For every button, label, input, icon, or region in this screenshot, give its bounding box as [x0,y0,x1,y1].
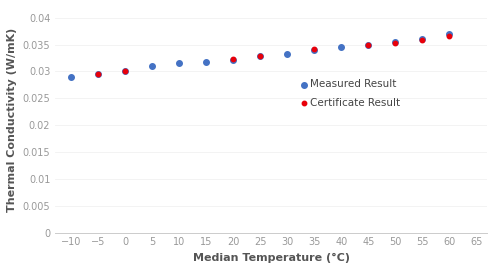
Certificate Result [364,42,372,47]
Measured Result [148,64,156,68]
Legend: Measured Result, Certificate Result: Measured Result, Certificate Result [298,75,405,112]
Measured Result [445,32,453,36]
X-axis label: Median Temperature (°C): Median Temperature (°C) [193,253,350,263]
Measured Result [418,37,426,41]
Measured Result [310,48,318,52]
Certificate Result [445,34,453,39]
Y-axis label: Thermal Conductivity (W/mK): Thermal Conductivity (W/mK) [7,28,17,212]
Measured Result [284,52,291,56]
Measured Result [203,60,210,64]
Certificate Result [256,54,264,59]
Measured Result [391,40,399,44]
Measured Result [94,72,102,76]
Certificate Result [122,69,129,73]
Certificate Result [229,57,237,61]
Certificate Result [391,41,399,46]
Certificate Result [310,47,318,51]
Measured Result [229,58,237,62]
Measured Result [67,75,75,79]
Measured Result [122,69,129,73]
Measured Result [337,45,345,49]
Measured Result [256,54,264,59]
Measured Result [364,42,372,47]
Measured Result [175,61,183,66]
Certificate Result [94,72,102,76]
Certificate Result [418,38,426,42]
